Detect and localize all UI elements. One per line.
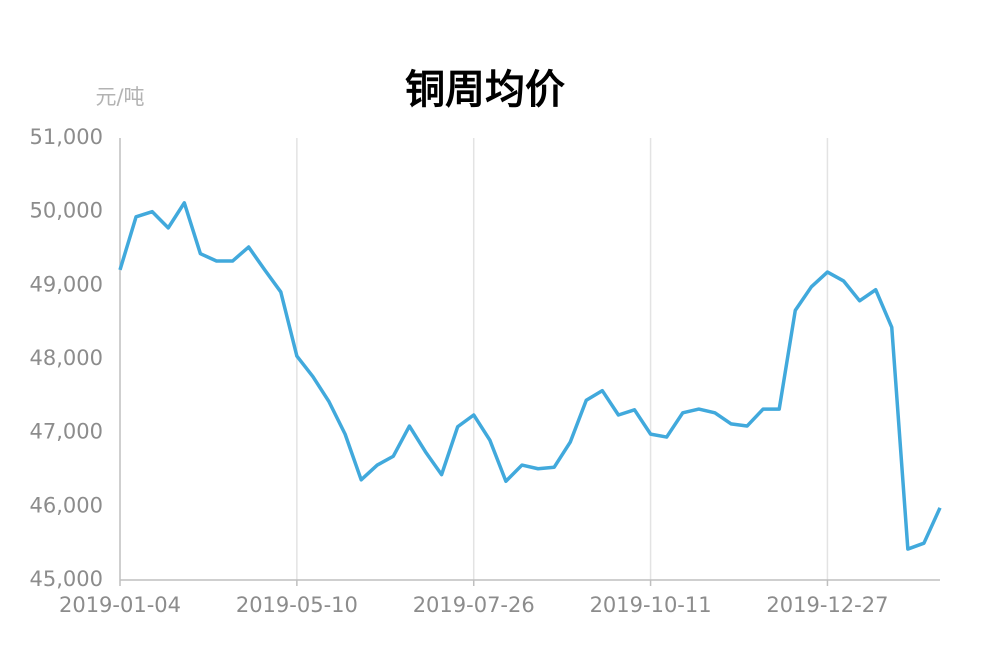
y-tick-label: 45,000: [30, 567, 103, 591]
y-tick-label: 48,000: [30, 346, 103, 370]
x-tick-label: 2019-10-11: [590, 593, 712, 617]
price-line: [118, 201, 942, 551]
x-tick-label: 2019-01-04: [59, 593, 181, 617]
x-tick-label: 2019-05-10: [236, 593, 358, 617]
y-axis-label: 元/吨: [95, 85, 144, 109]
y-tick-label: 47,000: [30, 420, 103, 444]
y-tick-label: 50,000: [30, 199, 103, 223]
x-tick-label: 2019-07-26: [413, 593, 535, 617]
chart-title: 铜周均价: [405, 67, 565, 113]
y-tick-label: 49,000: [30, 272, 103, 296]
x-tick-label: 2019-12-27: [766, 593, 888, 617]
y-tick-label: 46,000: [30, 493, 103, 517]
y-tick-label: 51,000: [30, 125, 103, 149]
